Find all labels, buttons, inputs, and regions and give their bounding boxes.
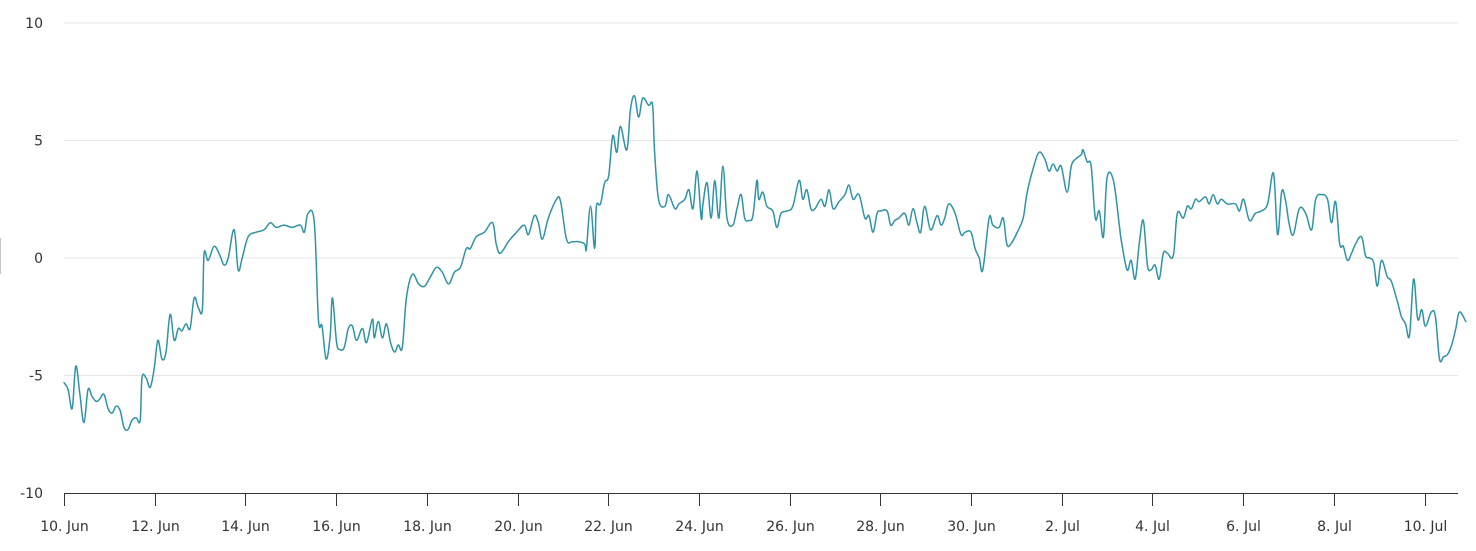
x-axis-ticks xyxy=(64,493,1426,506)
x-axis-labels: 10. Jun 12. Jun 14. Jun 16. Jun 18. Jun 20. J… xyxy=(40,519,1447,535)
x-tick-label: 10. Jul xyxy=(1404,519,1448,535)
x-tick-label: 18. Jun xyxy=(403,519,452,535)
y-tick-label: 10 xyxy=(25,16,43,32)
y-axis-labels: 10 5 0 -5 -10 xyxy=(20,16,43,502)
y-tick-label: -5 xyxy=(29,369,43,385)
y-axis-title-clipped xyxy=(0,238,1,274)
x-tick-label: 22. Jun xyxy=(584,519,633,535)
x-tick-label: 20. Jun xyxy=(494,519,543,535)
y-tick-label: 5 xyxy=(34,134,43,150)
x-tick-label: 8. Jul xyxy=(1317,519,1352,535)
x-tick-label: 6. Jul xyxy=(1226,519,1261,535)
series-line[interactable] xyxy=(63,94,1467,432)
y-axis-title xyxy=(0,238,1,274)
x-tick-label: 12. Jun xyxy=(131,519,180,535)
x-tick-label: 4. Jul xyxy=(1135,519,1170,535)
x-tick-label: 14. Jun xyxy=(221,519,270,535)
x-tick-label: 10. Jun xyxy=(40,519,89,535)
y-tick-label: -10 xyxy=(20,486,43,502)
x-tick-label: 24. Jun xyxy=(675,519,724,535)
x-tick-label: 30. Jun xyxy=(947,519,996,535)
y-gridlines xyxy=(64,22,1458,376)
x-tick-label: 2. Jul xyxy=(1045,519,1080,535)
x-tick-label: 28. Jun xyxy=(856,519,905,535)
x-tick-label: 26. Jun xyxy=(766,519,815,535)
y-tick-label: 0 xyxy=(34,251,43,267)
x-tick-label: 16. Jun xyxy=(312,519,361,535)
plot-area[interactable] xyxy=(63,94,1467,432)
